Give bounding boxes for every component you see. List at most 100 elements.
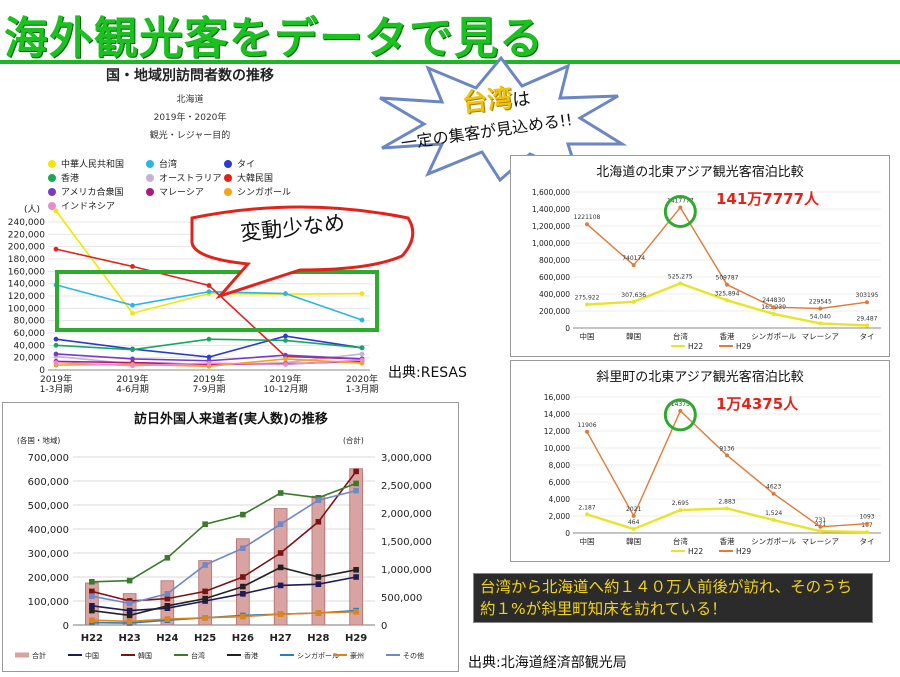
data-point <box>353 480 359 487</box>
x-tick-label: シンガポール <box>751 536 796 546</box>
data-point <box>130 356 135 362</box>
data-label: 14375 <box>671 401 690 408</box>
data-point <box>678 281 683 286</box>
y-tick-label-left: 300,000 <box>28 549 69 560</box>
data-point <box>283 338 288 343</box>
data-point <box>865 521 869 526</box>
data-label: 464 <box>628 519 640 526</box>
data-label: 2,695 <box>672 500 689 507</box>
data-label: 740174 <box>622 255 645 262</box>
data-point <box>130 310 135 316</box>
visitors-chart: 訪日外国人来道者(実人数)の推移 (各国・地域) (合計) 0 100,000 200,0… <box>2 402 459 672</box>
y-tick-label: 180,000 <box>8 255 45 265</box>
callout-value: 1万4375人 <box>716 395 799 413</box>
legend-marker <box>48 202 56 210</box>
y-tick-label-left: 0 <box>63 621 69 632</box>
data-point <box>359 291 365 296</box>
data-point <box>164 603 171 609</box>
x-tick-label: 10-12月期 <box>263 384 307 395</box>
legend-marker <box>48 174 56 182</box>
data-point <box>126 612 133 619</box>
y-tick-label: 140,000 <box>8 280 45 290</box>
legend-label: 香港 <box>244 651 258 660</box>
x-tick-label: H26 <box>232 633 254 644</box>
legend-label: オーストラリア <box>159 173 222 184</box>
y-tick-label: 4,000 <box>549 495 571 504</box>
series-line <box>91 566 357 617</box>
x-tick-label: 1-3月期 <box>346 384 379 395</box>
page-title: 海外観光客をデータで見る <box>4 13 544 64</box>
data-point <box>865 323 869 328</box>
data-point <box>126 600 133 607</box>
data-point <box>53 342 59 348</box>
legend-label: 台湾 <box>191 651 205 660</box>
x-tick-label: H22 <box>81 633 103 644</box>
data-point <box>53 208 59 214</box>
data-point <box>631 513 636 518</box>
legend-marker <box>48 160 56 168</box>
data-point <box>202 521 208 527</box>
legend-label: インドネシア <box>61 201 115 212</box>
data-label: 731 <box>815 517 827 524</box>
callout-value: 141万7777人 <box>716 190 820 208</box>
legend-marker <box>146 188 154 196</box>
highlight-circle <box>663 194 697 228</box>
data-point <box>315 574 322 580</box>
data-label: 1093 <box>859 514 874 521</box>
x-tick-label: 2019年 <box>40 373 72 385</box>
data-label: 509787 <box>716 275 739 282</box>
data-point <box>818 306 823 311</box>
data-point <box>240 583 246 590</box>
data-point <box>53 336 59 342</box>
x-tick-label: 2019年 <box>117 373 149 385</box>
data-point <box>315 610 322 616</box>
legend-marker <box>224 174 232 182</box>
data-point <box>359 351 365 357</box>
data-label: 9136 <box>719 445 734 452</box>
title-underline <box>0 60 900 64</box>
series-line <box>91 489 357 605</box>
data-point <box>678 205 683 210</box>
y-tick-label-left: 400,000 <box>28 525 69 536</box>
x-tick-label: 1-3月期 <box>40 384 73 395</box>
data-point <box>283 291 288 296</box>
x-tick-label: 中国 <box>580 331 595 341</box>
data-point <box>277 582 284 589</box>
chart-subtitle: 2019年・2020年 <box>154 111 227 123</box>
data-point <box>315 497 322 503</box>
y-tick-label-right: 1,000,000 <box>381 565 432 576</box>
legend-marker <box>146 160 154 168</box>
burst-taiwan: 台湾 <box>460 83 514 118</box>
data-label: 29,487 <box>857 315 878 322</box>
data-point <box>206 283 212 288</box>
data-point <box>865 300 869 305</box>
y-tick-label: 1,600,000 <box>532 188 570 197</box>
shari-chart: 斜里町の北東アジア観光客宿泊比較 0 2,000 4,000 6,000 8,000 10,… <box>510 360 890 562</box>
data-point <box>240 574 246 580</box>
x-tick-label: タイ <box>860 537 875 546</box>
y-tick-label: 8,000 <box>549 461 571 470</box>
data-label: 11906 <box>577 422 596 429</box>
data-label: 244830 <box>762 297 785 304</box>
data-point <box>353 468 359 475</box>
y-tick-label: 160,000 <box>8 267 45 277</box>
x-tick-label: 7-9月期 <box>193 384 226 395</box>
data-point <box>164 555 171 561</box>
data-point <box>277 550 284 556</box>
data-point <box>240 613 246 620</box>
data-point <box>240 545 246 551</box>
burst-ha: は <box>511 88 532 112</box>
x-tick-label: シンガポール <box>751 331 796 341</box>
legend-label: その他 <box>403 651 424 660</box>
data-point <box>315 519 322 525</box>
x-tick-label: 台湾 <box>673 331 688 341</box>
data-point <box>725 282 729 287</box>
x-tick-label: 4-6月期 <box>116 384 149 395</box>
x-tick-label: 韓国 <box>626 331 641 341</box>
data-point <box>359 345 365 351</box>
legend-label: 中国 <box>85 651 99 660</box>
x-tick-label: タイ <box>860 332 875 341</box>
x-tick-label: H24 <box>156 633 178 644</box>
chart-subtitle: 観光・レジャー目的 <box>150 129 231 141</box>
data-point <box>89 579 95 585</box>
